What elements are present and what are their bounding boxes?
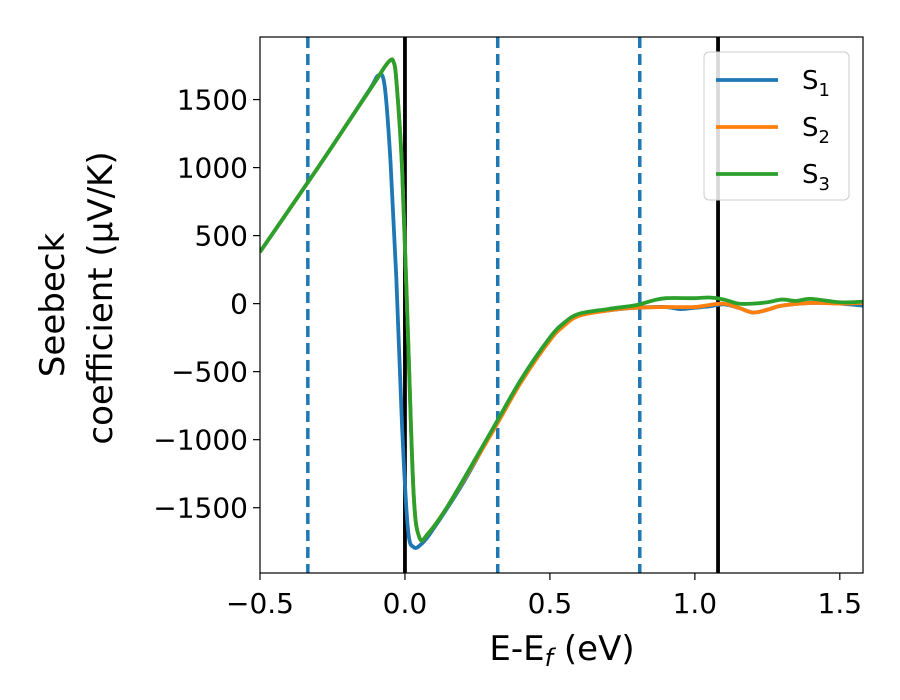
y-tick-label: 0 bbox=[230, 288, 248, 321]
x-tick-label: 0.5 bbox=[528, 587, 573, 620]
x-tick-label: −0.5 bbox=[226, 587, 294, 620]
x-axis: −0.5 0.0 0.5 1.0 1.5 bbox=[226, 573, 862, 620]
y-axis-title-line1: Seebeck bbox=[33, 233, 73, 378]
legend-label-s2: S2 bbox=[802, 113, 830, 148]
x-tick-label: 1.5 bbox=[818, 587, 863, 620]
series-lines bbox=[260, 57, 863, 550]
legend: S1 S2 S3 bbox=[703, 51, 850, 201]
y-tick-label: 1000 bbox=[177, 152, 248, 185]
y-tick-label: −500 bbox=[171, 356, 248, 389]
series-line-s3 bbox=[260, 57, 863, 543]
x-tick-label: 1.0 bbox=[673, 587, 718, 620]
y-tick-label: −1000 bbox=[153, 424, 248, 457]
reference-lines bbox=[306, 37, 720, 573]
x-axis-title: E-Ef (eV) bbox=[489, 629, 634, 672]
y-tick-label: 1500 bbox=[177, 84, 248, 117]
plot-frame bbox=[259, 36, 864, 574]
legend-label-s1: S1 bbox=[802, 66, 830, 101]
y-axis-title-line2: coefficient (μV/K) bbox=[81, 151, 121, 444]
y-axis: 1500 1000 500 0 −500 −1000 −1500 bbox=[153, 84, 260, 525]
legend-label-s3: S3 bbox=[802, 160, 830, 195]
y-axis-title: Seebeck coefficient (μV/K) bbox=[33, 151, 121, 444]
y-tick-label: 500 bbox=[195, 220, 248, 253]
y-tick-label: −1500 bbox=[153, 492, 248, 525]
x-tick-label: 0.0 bbox=[383, 587, 428, 620]
